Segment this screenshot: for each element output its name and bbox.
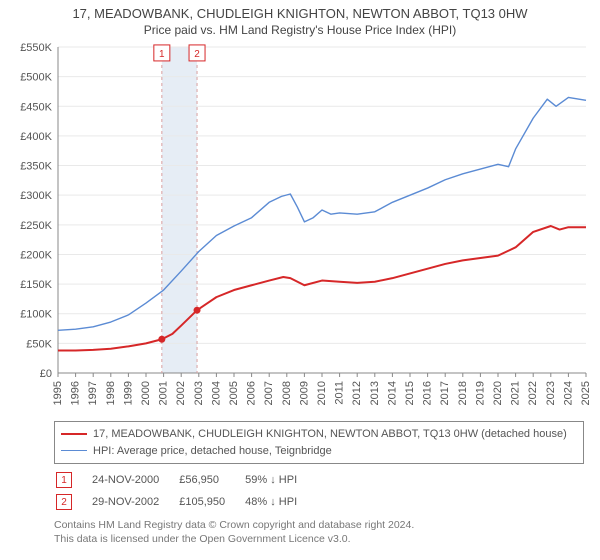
svg-text:1997: 1997 <box>87 381 99 405</box>
svg-text:2023: 2023 <box>545 381 557 405</box>
svg-text:£300K: £300K <box>20 190 52 202</box>
sale-badge: 2 <box>56 494 72 510</box>
svg-text:1998: 1998 <box>105 381 117 405</box>
chart-plot: £0 £50K £100K £150K £200K £250K £300K £350K £400… <box>10 43 590 413</box>
chart-svg: £0 £50K £100K £150K £200K £250K £300K £350K £400… <box>10 43 590 413</box>
svg-text:1999: 1999 <box>122 381 134 405</box>
svg-text:1995: 1995 <box>52 381 64 405</box>
svg-text:£400K: £400K <box>20 131 52 143</box>
svg-text:2002: 2002 <box>175 381 187 405</box>
sale-price: £105,950 <box>179 492 243 512</box>
sale-price: £56,950 <box>179 470 243 490</box>
svg-text:2009: 2009 <box>298 381 310 405</box>
sale-pct: 48% ↓ HPI <box>245 492 315 512</box>
svg-text:1: 1 <box>159 49 165 60</box>
svg-text:£100K: £100K <box>20 309 52 321</box>
svg-text:2016: 2016 <box>422 381 434 405</box>
down-arrow-icon: ↓ <box>270 496 276 508</box>
svg-text:2011: 2011 <box>334 381 346 405</box>
svg-text:2021: 2021 <box>510 381 522 405</box>
svg-text:£450K: £450K <box>20 101 52 113</box>
chart-subtitle: Price paid vs. HM Land Registry's House … <box>10 23 590 37</box>
footer-line2: This data is licensed under the Open Gov… <box>54 532 590 546</box>
svg-text:£150K: £150K <box>20 279 52 291</box>
legend-item: 17, MEADOWBANK, CHUDLEIGH KNIGHTON, NEWT… <box>61 426 577 443</box>
svg-text:£50K: £50K <box>26 338 52 350</box>
chart-container: 17, MEADOWBANK, CHUDLEIGH KNIGHTON, NEWT… <box>0 0 600 560</box>
legend-item: HPI: Average price, detached house, Teig… <box>61 443 577 460</box>
svg-text:£350K: £350K <box>20 161 52 173</box>
svg-text:£500K: £500K <box>20 72 52 84</box>
svg-text:2005: 2005 <box>228 381 240 405</box>
legend-label: HPI: Average price, detached house, Teig… <box>93 443 332 460</box>
svg-text:2003: 2003 <box>193 381 205 405</box>
svg-text:2014: 2014 <box>386 381 398 405</box>
svg-text:2001: 2001 <box>158 381 170 405</box>
chart-title: 17, MEADOWBANK, CHUDLEIGH KNIGHTON, NEWT… <box>10 6 590 21</box>
svg-text:2022: 2022 <box>527 381 539 405</box>
svg-text:2018: 2018 <box>457 381 469 405</box>
svg-text:2020: 2020 <box>492 381 504 405</box>
svg-text:2006: 2006 <box>246 381 258 405</box>
svg-text:2012: 2012 <box>351 381 363 405</box>
svg-text:2015: 2015 <box>404 381 416 405</box>
sale-date: 24-NOV-2000 <box>92 470 177 490</box>
down-arrow-icon: ↓ <box>270 474 276 486</box>
sale-date: 29-NOV-2002 <box>92 492 177 512</box>
svg-text:2000: 2000 <box>140 381 152 405</box>
legend-swatch <box>61 433 87 435</box>
sale-badge: 1 <box>56 472 72 488</box>
svg-text:2013: 2013 <box>369 381 381 405</box>
footer-attribution: Contains HM Land Registry data © Crown c… <box>54 518 590 546</box>
legend-swatch <box>61 450 87 451</box>
svg-text:2024: 2024 <box>562 381 574 405</box>
svg-text:£0: £0 <box>40 368 52 380</box>
svg-text:£250K: £250K <box>20 220 52 232</box>
sales-table: 1 24-NOV-2000£56,95059% ↓ HPI 2 29-NOV-2002… <box>54 468 317 514</box>
svg-text:2008: 2008 <box>281 381 293 405</box>
svg-text:£200K: £200K <box>20 249 52 261</box>
svg-text:2019: 2019 <box>474 381 486 405</box>
footer-line1: Contains HM Land Registry data © Crown c… <box>54 518 590 532</box>
svg-text:2010: 2010 <box>316 381 328 405</box>
svg-text:2004: 2004 <box>210 381 222 405</box>
svg-text:2007: 2007 <box>263 381 275 405</box>
sale-row: 2 29-NOV-2002£105,95048% ↓ HPI <box>56 492 315 512</box>
sale-row: 1 24-NOV-2000£56,95059% ↓ HPI <box>56 470 315 490</box>
legend-label: 17, MEADOWBANK, CHUDLEIGH KNIGHTON, NEWT… <box>93 426 567 443</box>
svg-text:2017: 2017 <box>439 381 451 405</box>
svg-text:£550K: £550K <box>20 43 52 54</box>
svg-text:2: 2 <box>194 49 200 60</box>
svg-text:2025: 2025 <box>580 381 590 405</box>
sale-pct: 59% ↓ HPI <box>245 470 315 490</box>
svg-text:1996: 1996 <box>70 381 82 405</box>
legend: 17, MEADOWBANK, CHUDLEIGH KNIGHTON, NEWT… <box>54 421 584 464</box>
